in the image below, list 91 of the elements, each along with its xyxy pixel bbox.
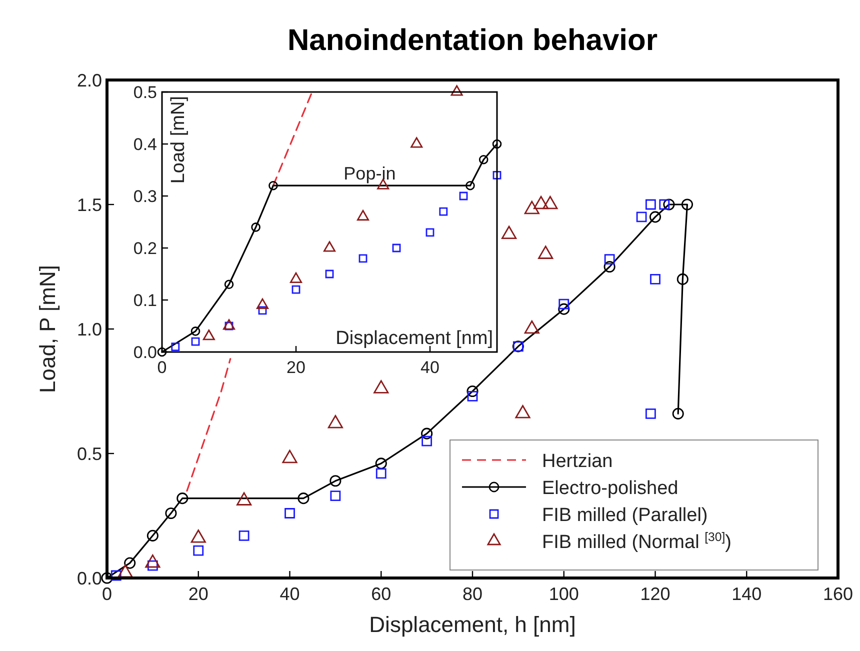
y-axis-title: Load, P [mN] [35,265,60,393]
point [284,508,295,518]
point [492,139,502,149]
point [193,545,204,556]
point [492,171,502,180]
point [290,272,302,283]
point [466,180,475,190]
point [202,330,215,340]
point [558,303,570,315]
x-tick-label: 120 [640,584,670,604]
point [224,280,234,290]
x-tick-label: 40 [420,358,440,377]
point [439,207,448,216]
y-tick-label: 1.5 [76,194,102,215]
point [268,180,278,190]
point [604,260,616,273]
x-tick-label: 20 [286,358,306,377]
chart-title: Nanoindentation behavior [287,24,658,57]
point [176,492,188,504]
point [676,273,688,285]
point [101,572,113,584]
point [298,492,310,504]
y-tick-label: 2.0 [76,70,102,90]
y-tick-label: 0.0 [133,342,157,362]
point [325,270,334,278]
point [165,507,177,520]
y-tick-label: 0.5 [76,444,102,464]
y-tick-label: 0.2 [133,238,157,258]
point [376,468,386,479]
x-axis-title: Displacement [nm] [336,328,493,349]
point [146,530,158,542]
x-tick-label: 160 [822,584,854,604]
point [124,557,136,569]
x-tick-label: 0 [102,584,112,604]
legend-label: FIB milled (Normal $^{[30]}$) [542,530,732,553]
point [558,298,570,310]
point [190,326,200,336]
legend-label: Electro-polished [542,478,678,499]
point [672,408,684,420]
point [258,306,267,315]
point [358,254,368,263]
point [478,154,488,164]
point [422,436,432,446]
point [191,337,200,346]
point [110,570,122,581]
y-tick-label: 1.0 [76,319,102,340]
point [459,192,468,200]
point [392,244,401,252]
point [292,285,300,294]
point [330,490,341,502]
point [466,385,478,398]
y-tick-label: 0.0 [76,568,102,588]
y-axis-title: Load [mN] [168,96,189,184]
x-tick-label: 80 [462,584,483,604]
y-tick-label: 0.1 [133,290,157,310]
x-tick-label: 40 [280,584,300,604]
point [650,274,660,284]
legend-label: FIB milled (Parallel) [542,505,708,526]
x-tick-label: 20 [188,584,208,604]
x-axis-title: Displacement, h [nm] [369,612,576,637]
x-tick-label: 100 [548,584,579,604]
point [467,391,478,402]
point [645,199,656,210]
point [649,211,662,223]
point [636,212,647,222]
point [426,228,434,237]
point [356,210,370,221]
point [251,222,260,232]
point [330,475,342,487]
point [375,458,387,470]
y-tick-label: 0.5 [133,82,157,102]
annotation: Pop-in [344,164,396,184]
y-tick-label: 0.4 [133,134,157,154]
y-tick-label: 0.3 [133,186,157,206]
point [171,342,180,351]
point [604,254,615,264]
x-tick-label: 140 [732,584,762,604]
point [681,198,694,210]
point [256,298,269,309]
x-tick-label: 0 [157,358,167,377]
point [645,408,656,419]
point [323,241,336,252]
point [238,530,250,541]
x-tick-label: 60 [371,584,392,604]
point [410,137,423,148]
point [659,199,670,210]
point [421,428,433,440]
point [450,85,463,96]
point [222,319,236,330]
legend-label: Hertzian [542,451,613,472]
point [663,198,675,210]
